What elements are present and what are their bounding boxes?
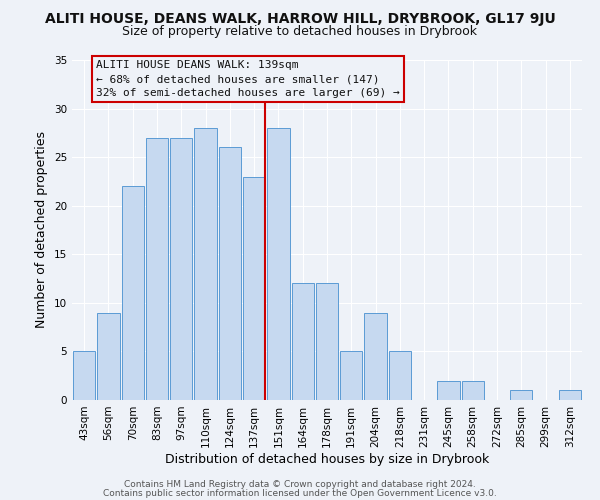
Text: Size of property relative to detached houses in Drybrook: Size of property relative to detached ho… [122, 25, 478, 38]
Bar [218, 148, 241, 400]
Y-axis label: Number of detached properties: Number of detached properties [35, 132, 49, 328]
Text: Contains HM Land Registry data © Crown copyright and database right 2024.: Contains HM Land Registry data © Crown c… [124, 480, 476, 489]
Bar [122, 186, 144, 400]
Bar [340, 352, 362, 400]
Bar [146, 138, 168, 400]
Bar [243, 176, 265, 400]
Bar [437, 380, 460, 400]
Bar [510, 390, 532, 400]
Text: ALITI HOUSE, DEANS WALK, HARROW HILL, DRYBROOK, GL17 9JU: ALITI HOUSE, DEANS WALK, HARROW HILL, DR… [44, 12, 556, 26]
Bar [364, 312, 387, 400]
Bar [559, 390, 581, 400]
Text: ALITI HOUSE DEANS WALK: 139sqm
← 68% of detached houses are smaller (147)
32% of: ALITI HOUSE DEANS WALK: 139sqm ← 68% of … [96, 60, 400, 98]
Bar [389, 352, 411, 400]
Bar [316, 284, 338, 400]
Bar [194, 128, 217, 400]
Bar [73, 352, 95, 400]
Text: Contains public sector information licensed under the Open Government Licence v3: Contains public sector information licen… [103, 488, 497, 498]
Bar [461, 380, 484, 400]
Bar [97, 312, 119, 400]
Bar [292, 284, 314, 400]
Bar [267, 128, 290, 400]
X-axis label: Distribution of detached houses by size in Drybrook: Distribution of detached houses by size … [165, 452, 489, 466]
Bar [170, 138, 193, 400]
